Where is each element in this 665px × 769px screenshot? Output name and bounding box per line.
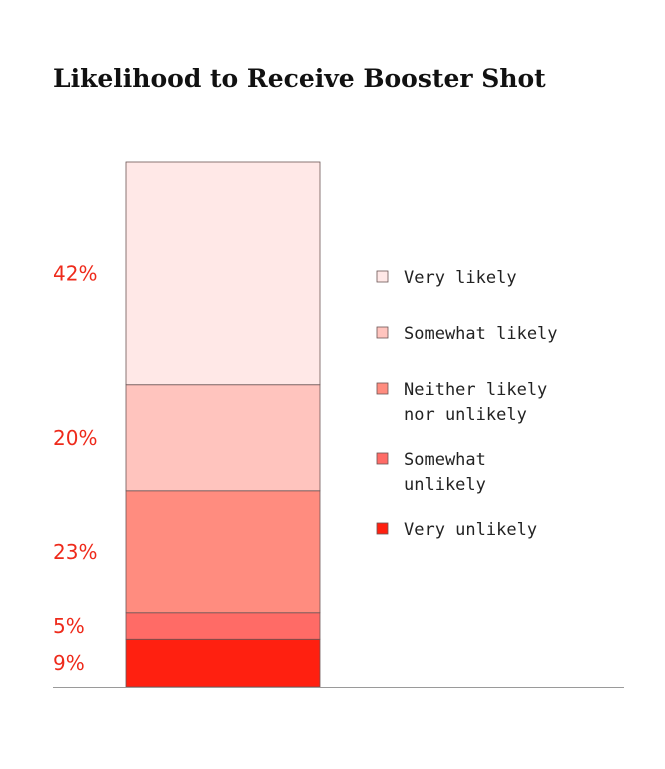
legend-item-somewhat-unlikely: Somewhat unlikely xyxy=(376,450,486,495)
legend-swatch-very-unlikely xyxy=(376,522,389,535)
bar-segment-very-unlikely xyxy=(125,638,321,688)
legend: Very likely Somewhat likely Neither likely… xyxy=(376,268,558,540)
legend-item-very-likely: Very likely xyxy=(376,268,517,288)
data-label-neither-likely-nor-unlikely: 23% xyxy=(53,540,97,564)
legend-label-very-likely: Very likely xyxy=(404,268,517,288)
bar-segment-neither-likely-nor-unlikely xyxy=(125,490,321,614)
legend-item-very-unlikely: Very unlikely xyxy=(376,520,537,540)
percent-labels: 9% 5% 23% 20% 42% xyxy=(53,261,97,675)
data-label-somewhat-unlikely: 5% xyxy=(53,614,85,638)
legend-label-very-unlikely: Very unlikely xyxy=(404,520,537,540)
legend-swatch-somewhat-likely xyxy=(376,326,389,339)
bar-segment-somewhat-likely xyxy=(125,384,321,492)
legend-item-neither-likely-nor-unlikely: Neither likely nor unlikely xyxy=(376,380,547,425)
legend-swatch-somewhat-unlikely xyxy=(376,452,389,465)
data-label-very-likely: 42% xyxy=(53,261,97,285)
data-label-somewhat-likely: 20% xyxy=(53,426,97,450)
legend-label-neither-likely-nor-unlikely-line-1: Neither likely xyxy=(404,380,547,400)
bar-segment-very-likely xyxy=(125,161,321,386)
legend-label-somewhat-likely: Somewhat likely xyxy=(404,324,558,344)
bar-stack xyxy=(125,161,321,688)
legend-swatch-very-likely xyxy=(376,270,389,283)
chart-title: Likelihood to Receive Booster Shot xyxy=(53,64,546,93)
bar-segment-somewhat-unlikely xyxy=(125,612,321,640)
legend-label-somewhat-unlikely-line-1: Somewhat xyxy=(404,450,486,470)
legend-item-somewhat-likely: Somewhat likely xyxy=(376,324,558,344)
data-label-very-unlikely: 9% xyxy=(53,651,85,675)
legend-swatch-neither-likely-nor-unlikely xyxy=(376,382,389,395)
legend-label-neither-likely-nor-unlikely-line-2: nor unlikely xyxy=(404,405,527,425)
legend-label-somewhat-unlikely-line-2: unlikely xyxy=(404,475,486,495)
